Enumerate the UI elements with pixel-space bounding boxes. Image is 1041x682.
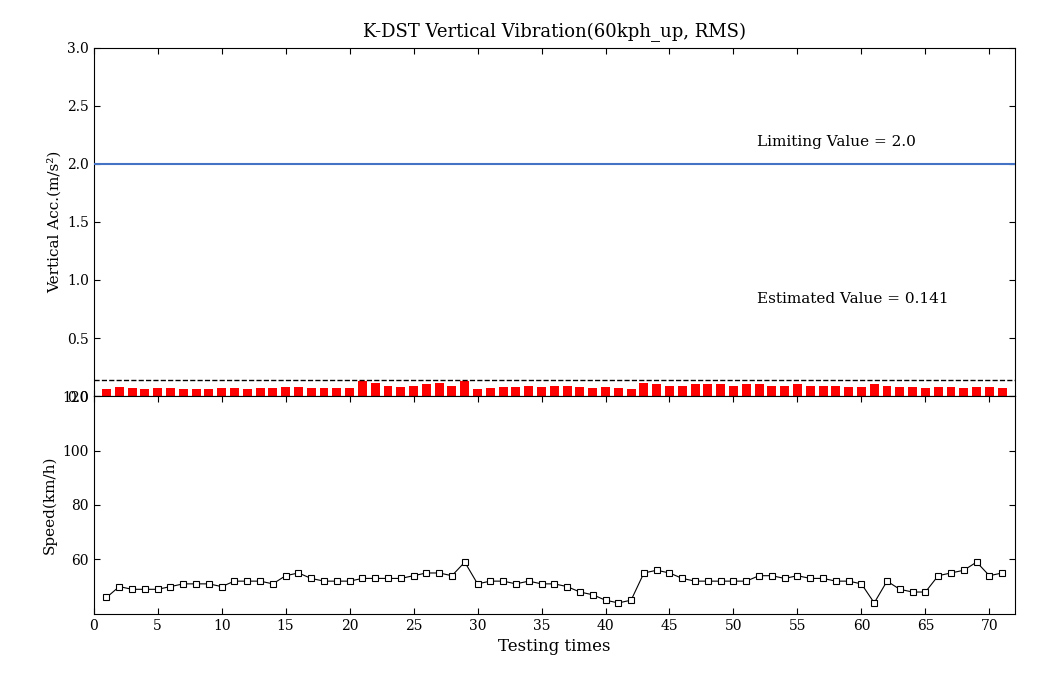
Bar (448, 385, 456, 396)
Bar (665, 385, 674, 396)
Bar (895, 387, 905, 396)
Bar (972, 387, 981, 396)
Bar (192, 389, 201, 396)
Y-axis label: Speed(km/h): Speed(km/h) (43, 456, 57, 554)
Text: Estimated Value = 0.141: Estimated Value = 0.141 (757, 291, 948, 306)
Bar (550, 385, 559, 396)
Bar (218, 388, 226, 396)
Bar (742, 385, 751, 396)
Bar (908, 387, 917, 396)
Bar (780, 385, 789, 396)
Bar (460, 381, 469, 396)
Bar (767, 385, 777, 396)
Bar (934, 387, 943, 396)
Bar (499, 387, 508, 396)
Bar (806, 385, 815, 396)
Bar (985, 387, 994, 396)
Bar (793, 385, 802, 396)
Bar (422, 385, 431, 396)
Bar (115, 387, 124, 396)
Bar (166, 388, 175, 396)
Bar (230, 388, 239, 396)
Bar (281, 387, 290, 396)
Bar (320, 388, 329, 396)
Bar (473, 389, 482, 396)
Bar (486, 388, 494, 396)
Bar (576, 387, 584, 396)
Bar (704, 385, 712, 396)
Bar (627, 389, 636, 396)
Bar (614, 388, 623, 396)
Bar (153, 388, 162, 396)
Bar (525, 385, 533, 396)
Bar (755, 385, 763, 396)
Bar (997, 388, 1007, 396)
Bar (818, 385, 828, 396)
Text: Limiting Value = 2.0: Limiting Value = 2.0 (757, 135, 916, 149)
Bar (960, 388, 968, 396)
Bar (102, 389, 111, 396)
Bar (307, 388, 315, 396)
Bar (141, 389, 149, 396)
Bar (409, 385, 418, 396)
Bar (269, 388, 277, 396)
Bar (511, 387, 520, 396)
Bar (601, 387, 610, 396)
Bar (716, 385, 726, 396)
Bar (243, 389, 252, 396)
Bar (346, 388, 354, 396)
Bar (332, 388, 341, 396)
Bar (857, 387, 866, 396)
Bar (588, 388, 598, 396)
Bar (294, 387, 303, 396)
Bar (639, 383, 649, 396)
Bar (690, 385, 700, 396)
Bar (832, 385, 840, 396)
Bar (883, 385, 891, 396)
Bar (537, 387, 547, 396)
Bar (255, 388, 264, 396)
Bar (729, 385, 738, 396)
Bar (435, 383, 443, 396)
Bar (921, 388, 930, 396)
Bar (562, 385, 572, 396)
Bar (128, 388, 136, 396)
Y-axis label: Vertical Acc.(m/s²): Vertical Acc.(m/s²) (47, 151, 61, 293)
Bar (653, 385, 661, 396)
X-axis label: Testing times: Testing times (498, 638, 611, 655)
Bar (678, 385, 687, 396)
Bar (869, 385, 879, 396)
Bar (946, 387, 956, 396)
Bar (383, 385, 392, 396)
Bar (844, 387, 854, 396)
Bar (179, 389, 187, 396)
Bar (204, 389, 213, 396)
Bar (358, 381, 366, 396)
Bar (371, 383, 380, 396)
Bar (397, 387, 405, 396)
Title: K-DST Vertical Vibration(60kph_up, RMS): K-DST Vertical Vibration(60kph_up, RMS) (363, 23, 745, 42)
